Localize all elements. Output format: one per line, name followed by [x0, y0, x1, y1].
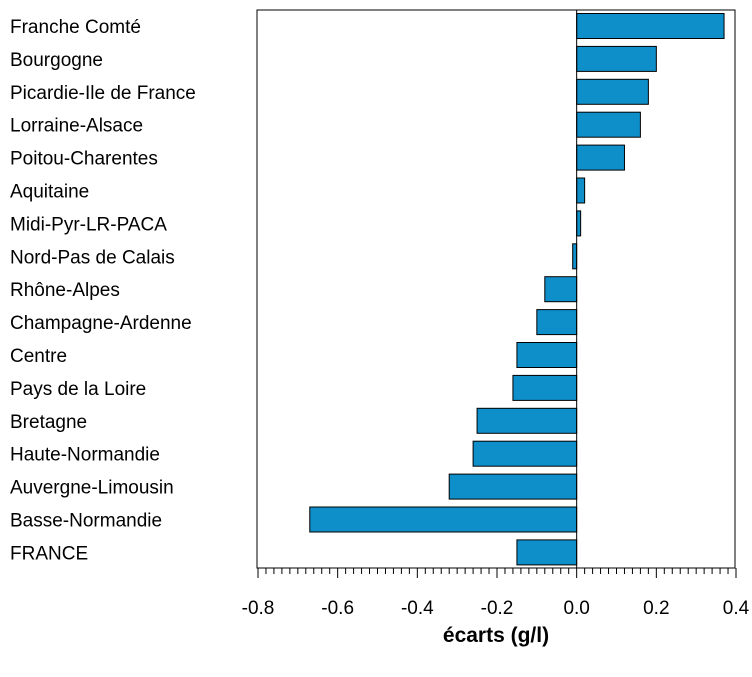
bar-poitou-charentes: [576, 144, 625, 171]
category-label: Poitou-Charentes: [10, 149, 158, 170]
x-tick-label: -0.2: [481, 598, 514, 619]
x-tick-label: 0.0: [563, 598, 589, 619]
category-label: Haute-Normandie: [10, 445, 160, 466]
category-label: FRANCE: [10, 543, 88, 564]
category-label: Auvergne-Limousin: [10, 478, 174, 499]
bar-rh-ne-alpes: [544, 276, 578, 303]
bar-picardie-ile-de-france: [576, 78, 649, 105]
bar-aquitaine: [576, 177, 586, 204]
category-label: Aquitaine: [10, 182, 89, 203]
category-label: Champagne-Ardenne: [10, 313, 192, 334]
bar-pays-de-la-loire: [512, 374, 578, 401]
category-label: Midi-Pyr-LR-PACA: [10, 214, 167, 235]
bar-basse-normandie: [309, 506, 578, 533]
category-label: Nord-Pas de Calais: [10, 247, 175, 268]
bar-midi-pyr-lr-paca: [576, 210, 582, 237]
bar-bourgogne: [576, 45, 657, 72]
category-label: Bretagne: [10, 412, 87, 433]
category-labels: Franche Comté Bourgogne Picardie-Ile de Fr…: [10, 17, 196, 564]
bar-france: [516, 539, 578, 566]
category-label: Bourgogne: [10, 50, 103, 71]
x-axis: -0.8 -0.6 -0.4 -0.2 0.0 0.2 0.4: [242, 568, 750, 619]
bar-franche-comt-: [576, 13, 725, 39]
bar-centre: [516, 342, 578, 368]
category-label: Franche Comté: [10, 17, 141, 38]
category-label: Rhône-Alpes: [10, 280, 120, 301]
x-tick-label: 0.4: [723, 598, 750, 619]
x-tick-label: -0.6: [321, 598, 354, 619]
bars-layer: [309, 13, 725, 566]
bar-bretagne: [476, 407, 578, 434]
x-tick-label: -0.8: [242, 598, 275, 619]
category-label: Centre: [10, 346, 67, 367]
bar-nord-pas-de-calais: [572, 243, 578, 270]
category-label: Basse-Normandie: [10, 511, 162, 532]
category-label: Pays de la Loire: [10, 379, 146, 400]
category-label: Picardie-Ile de France: [10, 83, 196, 104]
bar-champagne-ardenne: [536, 309, 578, 336]
bar-lorraine-alsace: [576, 111, 641, 138]
plot-frame: [256, 9, 736, 569]
category-label: Lorraine-Alsace: [10, 116, 143, 137]
x-tick-label: -0.4: [401, 598, 434, 619]
x-tick-label: 0.2: [643, 598, 669, 619]
bar-auvergne-limousin: [448, 473, 578, 500]
x-axis-title: écarts (g/l): [443, 624, 549, 647]
bar-haute-normandie: [472, 440, 578, 467]
